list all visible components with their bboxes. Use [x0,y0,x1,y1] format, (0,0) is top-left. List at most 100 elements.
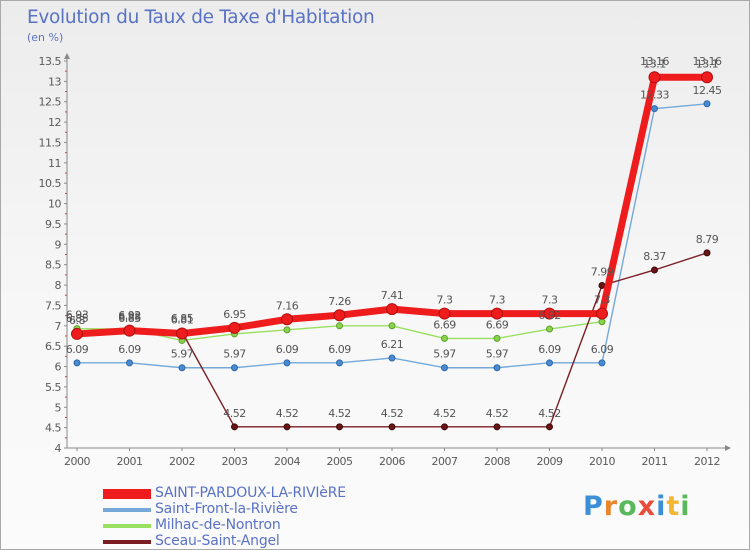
y-tick-label: 13.5 [39,55,62,68]
data-point-saint-pardoux-la-rivi-re [333,309,346,322]
y-tick-label: 8 [55,279,62,292]
data-label-saint-front-la-rivi-re: 6.21 [381,338,404,351]
y-tick-label: 4 [55,442,62,455]
legend-swatch [103,523,151,529]
data-label-saint-pardoux-la-rivi-re: 13.1 [643,57,666,70]
data-label-saint-front-la-rivi-re: 5.97 [433,348,456,361]
logo-letter: t [666,491,681,522]
data-label-sceau-saint-angel: 4.52 [433,407,456,420]
x-tick-label: 2007 [432,455,458,468]
data-point-saint-front-la-rivi-re [441,364,448,372]
y-tick-label: 5 [55,401,62,414]
y-tick-label: 12.5 [39,96,62,109]
data-label-milhac-de-nontron: 13.16 [640,55,669,68]
data-point-saint-pardoux-la-rivi-re [71,327,83,340]
data-point-saint-front-la-rivi-re [126,359,133,367]
y-tick-label: 11.5 [39,136,62,149]
chart-series [71,71,713,431]
data-point-sceau-saint-angel [546,423,553,431]
data-label-saint-pardoux-la-rivi-re: 7.3 [489,294,505,307]
data-point-saint-pardoux-la-rivi-re [596,307,608,320]
data-point-saint-pardoux-la-rivi-re [176,327,188,340]
data-label-saint-front-la-rivi-re: 6.09 [276,343,299,356]
data-label-milhac-de-nontron: 6.92 [118,309,141,322]
data-label-sceau-saint-angel: 6.85 [118,312,141,325]
chart-unit-label: (en %) [27,31,64,44]
y-tick-label: 5.5 [45,381,61,394]
data-label-saint-pardoux-la-rivi-re: 6.81 [171,314,194,327]
data-label-milhac-de-nontron: 6.93 [66,309,89,322]
data-point-sceau-saint-angel [388,423,396,431]
y-tick-label: 6 [55,361,62,374]
data-point-milhac-de-nontron [336,322,343,330]
data-label-saint-pardoux-la-rivi-re: 6.8 [69,314,85,327]
y-tick-label: 13 [48,75,61,88]
data-point-milhac-de-nontron [283,326,291,334]
y-tick-label: 7 [55,320,62,333]
data-point-saint-front-la-rivi-re [546,359,553,367]
data-point-saint-pardoux-la-rivi-re [543,307,556,320]
y-tick-label: 12 [48,116,61,129]
data-label-saint-front-la-rivi-re: 6.09 [591,343,614,356]
data-label-sceau-saint-angel: 4.52 [486,407,509,420]
data-point-saint-pardoux-la-rivi-re [438,307,451,320]
data-label-saint-front-la-rivi-re: 6.09 [118,343,141,356]
x-axis-arrow [725,445,731,451]
logo-letter: i [656,491,667,522]
chart-axes: 4 4.5 5 5.5 6 6.5 7 7.5 8 8.5 9 9.5 10 10.5 11 11.5 12 12… [39,53,731,468]
data-point-saint-pardoux-la-rivi-re [386,303,398,316]
y-tick-label: 10 [48,198,61,211]
x-tick-label: 2005 [327,455,353,468]
data-point-milhac-de-nontron [493,334,501,342]
data-point-saint-front-la-rivi-re [598,359,606,367]
data-point-sceau-saint-angel [283,423,291,431]
legend-label: SAINT-PARDOUX-LA-RIVIèRE [155,485,346,501]
y-tick-label: 6.5 [45,340,61,353]
data-label-saint-front-la-rivi-re: 6.09 [328,343,351,356]
data-point-saint-front-la-rivi-re [651,105,658,113]
data-point-saint-front-la-rivi-re [73,359,81,367]
data-label-saint-pardoux-la-rivi-re: 13.1 [696,57,719,70]
data-label-saint-pardoux-la-rivi-re: 7.3 [542,294,558,307]
data-label-milhac-de-nontron: 6.69 [433,318,456,331]
data-point-milhac-de-nontron [546,325,553,333]
y-tick-label: 7.5 [45,299,61,312]
chart-data-labels: 6.93 6.92 6.69 6.69 6.92 13.16 13.16 6.09 6.09 5.… [66,55,723,420]
data-label-sceau-saint-angel: 8.79 [696,233,719,246]
data-point-sceau-saint-angel [493,423,501,431]
y-tick-label: 4.5 [45,422,61,435]
y-tick-label: 11 [48,157,61,170]
legend-swatch [103,489,151,499]
legend-swatch [103,507,151,513]
data-label-saint-pardoux-la-rivi-re: 6.88 [118,311,141,324]
data-label-saint-pardoux-la-rivi-re: 6.95 [223,308,246,321]
data-label-saint-front-la-rivi-re: 6.09 [66,343,89,356]
y-axis-arrow [64,53,70,59]
legend-label: Sceau-Saint-Angel [155,533,280,549]
data-label-saint-pardoux-la-rivi-re: 7.41 [381,289,404,302]
data-label-sceau-saint-angel: 4.52 [381,407,404,420]
data-point-saint-front-la-rivi-re [388,354,396,362]
data-point-saint-front-la-rivi-re [493,364,501,372]
x-tick-label: 2011 [642,455,668,468]
data-label-saint-pardoux-la-rivi-re: 7.3 [594,294,610,307]
data-label-sceau-saint-angel: 8.37 [643,250,666,263]
data-label-saint-front-la-rivi-re: 5.97 [171,348,194,361]
data-label-saint-pardoux-la-rivi-re: 7.3 [437,294,453,307]
proxiti-logo: Proxiti [583,491,691,522]
data-label-sceau-saint-angel: 4.52 [538,407,561,420]
data-label-milhac-de-nontron: 6.92 [538,309,561,322]
data-point-sceau-saint-angel [231,423,238,431]
legend-label: Saint-Front-la-Rivière [155,501,298,517]
data-point-sceau-saint-angel [703,249,711,257]
x-tick-label: 2000 [64,455,90,468]
data-point-saint-front-la-rivi-re [231,364,238,372]
data-point-milhac-de-nontron [598,318,606,326]
data-point-saint-front-la-rivi-re [703,100,711,108]
data-label-sceau-saint-angel: 4.52 [276,407,299,420]
logo-letter: o [618,491,638,522]
data-point-saint-pardoux-la-rivi-re [228,321,241,334]
logo-letter: r [603,491,619,522]
